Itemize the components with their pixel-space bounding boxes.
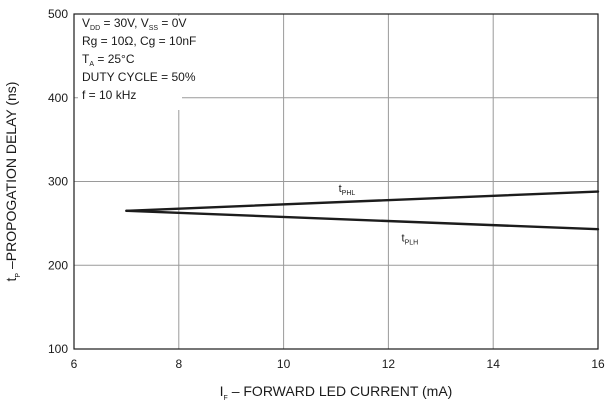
y-tick-label: 500 xyxy=(48,7,68,21)
y-tick-label: 300 xyxy=(48,175,68,189)
x-tick-label: 6 xyxy=(71,357,78,371)
y-tick-label: 100 xyxy=(48,342,68,356)
plot-frame xyxy=(73,13,599,350)
tick-labels: 100 200 300 400 500 6 8 10 12 14 16 xyxy=(48,7,605,371)
x-tick-label: 10 xyxy=(277,357,291,371)
series-lines xyxy=(125,190,600,231)
y-tick-label: 200 xyxy=(48,258,68,272)
series-line-plh xyxy=(125,209,600,231)
y-tick-label: 400 xyxy=(48,91,68,105)
conditions-box-bg xyxy=(78,16,182,110)
condition-line: DUTY CYCLE = 50% xyxy=(82,70,196,84)
series-labels: tPHL tPLH xyxy=(339,183,419,246)
series-line-phl xyxy=(125,190,600,213)
x-axis-title: IF – FORWARD LED CURRENT (mA) xyxy=(220,383,453,402)
condition-line: TA = 25°C xyxy=(82,52,135,68)
x-tick-label: 16 xyxy=(591,357,605,371)
test-conditions: VDD = 30V, VSS = 0V Rg = 10Ω, Cg = 10nF TA… xyxy=(82,16,196,102)
x-tick-label: 8 xyxy=(175,357,182,371)
condition-line: VDD = 30V, VSS = 0V xyxy=(82,16,186,32)
x-tick-label: 12 xyxy=(382,357,396,371)
series-label-plh: tPLH xyxy=(402,233,419,247)
condition-line: Rg = 10Ω, Cg = 10nF xyxy=(82,34,196,48)
x-tick-label: 14 xyxy=(487,357,501,371)
y-axis-title: tP –PROPOGATION DELAY (ns) xyxy=(3,82,22,282)
axis-titles: IF – FORWARD LED CURRENT (mA) tP –PROPOGA… xyxy=(3,82,452,402)
series-label-phl: tPHL xyxy=(339,183,356,197)
condition-line: f = 10 kHz xyxy=(82,88,136,102)
